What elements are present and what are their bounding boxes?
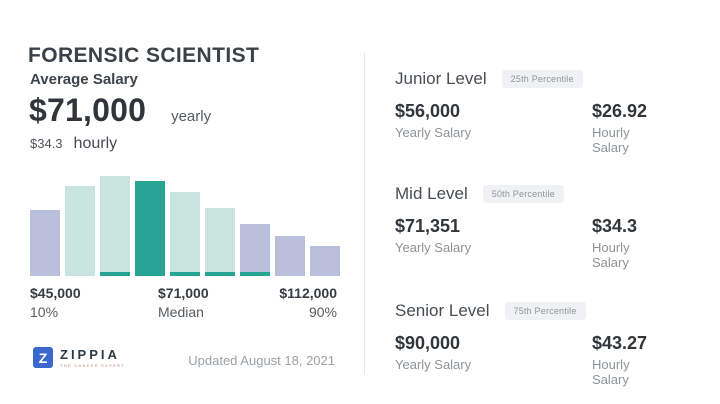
junior-yearly-value: $56,000 bbox=[395, 101, 461, 121]
axis-label-median-value: $71,000 bbox=[158, 285, 209, 301]
average-hourly-unit: hourly bbox=[73, 135, 118, 152]
junior-yearly-label: Yearly Salary bbox=[395, 125, 472, 140]
junior-hourly-value: $26.92 bbox=[592, 101, 648, 121]
histogram-bar bbox=[205, 208, 235, 276]
histogram-bar bbox=[65, 186, 95, 276]
junior-hourly-label: Hourly Salary bbox=[592, 125, 630, 155]
histogram-bar-underline bbox=[100, 272, 130, 276]
zippia-z-icon: Z bbox=[33, 347, 53, 368]
histogram-bar-underline bbox=[205, 272, 235, 276]
senior-yearly-label: Yearly Salary bbox=[395, 357, 472, 372]
zippia-wordmark: ZIPPIA bbox=[60, 347, 120, 362]
mid-level-title: Mid Level bbox=[395, 184, 468, 203]
histogram-bar-underline bbox=[240, 272, 270, 276]
histogram-bar bbox=[240, 224, 270, 276]
junior-level-title: Junior Level bbox=[395, 69, 487, 88]
salary-histogram bbox=[30, 176, 340, 276]
zippia-tagline: THE CAREER EXPERT bbox=[60, 363, 125, 368]
mid-yearly-label: Yearly Salary bbox=[395, 240, 472, 255]
mid-hourly-label: Hourly Salary bbox=[592, 240, 630, 270]
mid-percentile-badge: 50th Percentile bbox=[482, 185, 564, 203]
junior-level-section: Junior Level 25th Percentile $56,000 $26… bbox=[395, 69, 667, 155]
zippia-logo[interactable]: Z ZIPPIA THE CAREER EXPERT bbox=[33, 347, 125, 368]
mid-hourly-value: $34.3 bbox=[592, 216, 638, 236]
axis-label-10th-percent: 10% bbox=[30, 304, 59, 320]
senior-hourly-label: Hourly Salary bbox=[592, 357, 630, 387]
updated-date: Updated August 18, 2021 bbox=[188, 353, 335, 368]
axis-label-90th-percent: 90% bbox=[308, 304, 337, 320]
average-salary-hourly: $34.3 hourly bbox=[30, 135, 117, 153]
mid-level-section: Mid Level 50th Percentile $71,351 $34.3 … bbox=[395, 184, 667, 270]
axis-label-median-text: Median bbox=[158, 304, 204, 320]
histogram-bar bbox=[30, 210, 60, 276]
mid-yearly-value: $71,351 bbox=[395, 216, 461, 236]
histogram-bar bbox=[170, 192, 200, 276]
senior-percentile-badge: 75th Percentile bbox=[504, 302, 586, 320]
axis-label-10th-value: $45,000 bbox=[30, 285, 81, 301]
page-title: FORENSIC SCIENTIST bbox=[28, 44, 260, 68]
senior-level-section: Senior Level 75th Percentile $90,000 $43… bbox=[395, 301, 667, 387]
column-divider bbox=[364, 52, 365, 374]
average-salary-yearly: $71,000 yearly bbox=[29, 92, 211, 129]
senior-hourly-value: $43.27 bbox=[592, 333, 648, 353]
average-yearly-unit: yearly bbox=[171, 108, 212, 125]
average-salary-label: Average Salary bbox=[30, 71, 138, 88]
histogram-bar bbox=[310, 246, 340, 276]
histogram-bar-underline bbox=[170, 272, 200, 276]
junior-percentile-badge: 25th Percentile bbox=[501, 70, 583, 88]
average-yearly-value: $71,000 bbox=[29, 92, 147, 128]
histogram-bar bbox=[100, 176, 130, 276]
histogram-bar bbox=[135, 181, 165, 276]
average-hourly-value: $34.3 bbox=[30, 136, 63, 151]
senior-level-title: Senior Level bbox=[395, 301, 490, 320]
senior-yearly-value: $90,000 bbox=[395, 333, 461, 353]
histogram-bar bbox=[275, 236, 305, 276]
axis-label-90th-value: $112,000 bbox=[279, 285, 337, 301]
